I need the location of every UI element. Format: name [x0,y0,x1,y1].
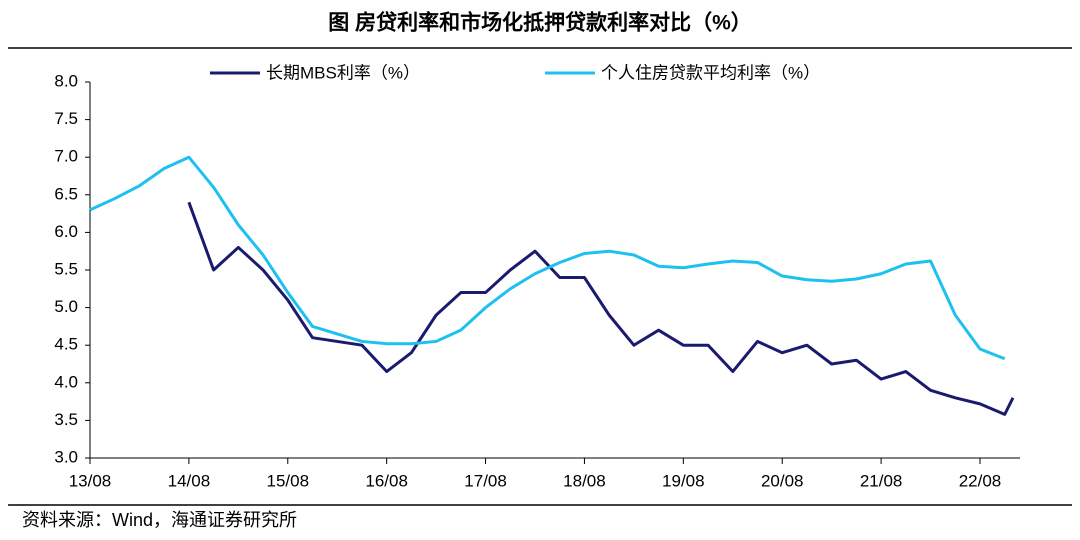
x-tick-label: 22/08 [959,471,1002,490]
chart-title: 图 房贷利率和市场化抵押贷款利率对比（%） [328,11,752,35]
x-tick-label: 18/08 [563,471,606,490]
series-line [187,201,1015,416]
y-tick-label: 7.5 [54,109,78,128]
y-tick-label: 5.5 [54,259,78,278]
x-tick-label: 17/08 [464,471,507,490]
legend-label: 长期MBS利率（%） [266,63,420,82]
y-tick-label: 7.0 [54,147,78,166]
y-tick-label: 4.5 [54,335,78,354]
y-tick-label: 5.0 [54,297,78,316]
x-tick-label: 16/08 [365,471,408,490]
series-line [89,155,1006,361]
x-tick-label: 15/08 [267,471,310,490]
y-tick-label: 3.0 [54,447,78,466]
x-tick-label: 20/08 [761,471,804,490]
legend-label: 个人住房贷款平均利率（%） [601,63,820,82]
x-tick-label: 13/08 [69,471,112,490]
x-tick-label: 14/08 [168,471,211,490]
x-tick-label: 19/08 [662,471,705,490]
x-tick-label: 21/08 [860,471,903,490]
y-tick-label: 6.5 [54,184,78,203]
y-tick-label: 4.0 [54,372,78,391]
source-note: 资料来源：Wind，海通证券研究所 [22,510,297,530]
y-tick-label: 6.0 [54,222,78,241]
y-tick-label: 8.0 [54,71,78,90]
y-tick-label: 3.5 [54,410,78,429]
